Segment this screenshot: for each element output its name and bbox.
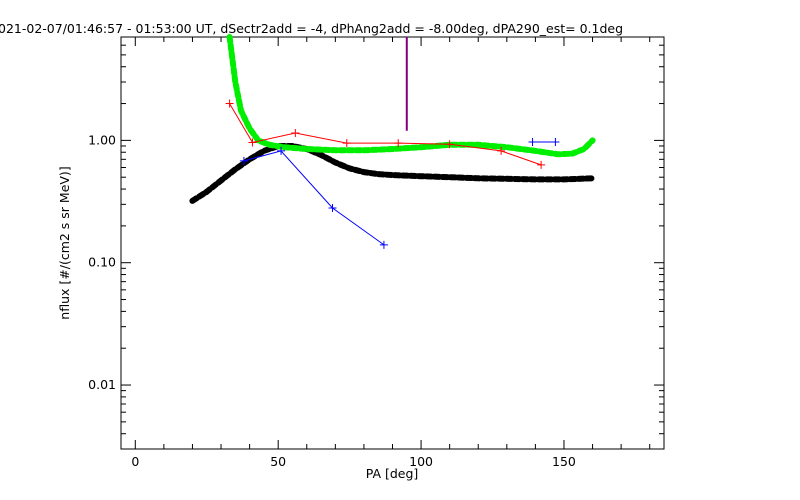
series-1-plus-marker [328, 204, 337, 213]
x-tick-label: 150 [552, 454, 576, 469]
series-0-line [229, 103, 542, 166]
series-0-plus-marker [445, 140, 454, 149]
series-0-plus-marker [291, 128, 300, 137]
plot-frame [120, 36, 665, 450]
x-tick-label: 100 [409, 454, 433, 469]
x-axis-ticks: 0 50 100 150 [131, 37, 651, 469]
x-tick-label: 0 [131, 454, 139, 469]
series-0-plus-marker [342, 139, 351, 148]
x-tick-label: 50 [270, 454, 286, 469]
chart-title: 021-02-07/01:46:57 - 01:53:00 UT, dSectr… [0, 21, 623, 36]
y-tick-label: 0.10 [88, 255, 116, 270]
series-1-plus-marker [239, 156, 248, 165]
series-1-plus-marker [379, 240, 388, 249]
y-tick-label: 1.00 [88, 132, 116, 147]
series-0-plus-marker [394, 139, 403, 148]
series-1-line [243, 150, 385, 246]
y-axis-ticks: 0.01 0.10 1.00 [88, 36, 664, 450]
series-layer [189, 34, 596, 249]
series-3-dashed-line [189, 143, 596, 204]
series-0-plus-marker [537, 160, 546, 169]
series-0-plus-marker [248, 138, 257, 147]
x-axis-title: PA [deg] [366, 466, 419, 481]
series-2-plus-marker [551, 137, 560, 146]
series-0-plus-marker [497, 146, 506, 155]
series-1-plus-marker [277, 146, 286, 155]
y-axis-title: nflux [#/(cm2 s sr MeV)] [57, 166, 72, 319]
y-tick-label: 0.01 [88, 377, 116, 392]
series-2-plus-marker [528, 137, 537, 146]
series-0-plus-marker [225, 99, 234, 108]
series-4-dashed-line [226, 34, 596, 158]
